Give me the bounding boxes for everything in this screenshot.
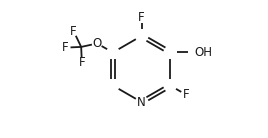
- Text: F: F: [62, 41, 69, 54]
- Text: O: O: [92, 37, 102, 50]
- Text: F: F: [138, 11, 145, 24]
- Text: N: N: [137, 96, 146, 109]
- Text: F: F: [70, 25, 77, 38]
- Text: OH: OH: [194, 46, 213, 59]
- Text: F: F: [79, 56, 85, 69]
- Text: F: F: [183, 88, 189, 101]
